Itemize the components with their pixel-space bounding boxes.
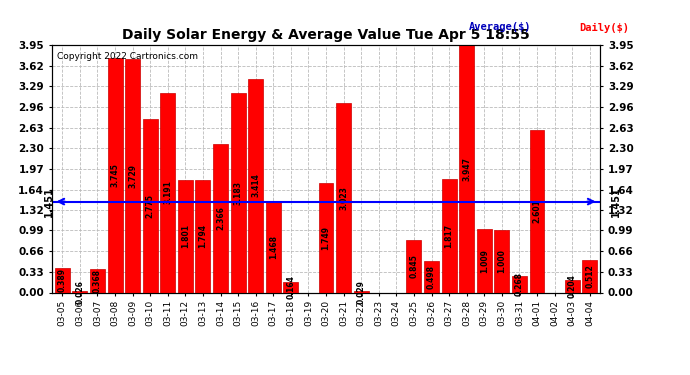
Text: 0.845: 0.845	[409, 254, 418, 278]
Bar	[529, 129, 544, 292]
Bar	[284, 282, 298, 292]
Text: 2.366: 2.366	[216, 207, 225, 230]
Bar	[72, 291, 88, 292]
Bar	[460, 45, 474, 292]
Text: 2.601: 2.601	[533, 199, 542, 223]
Text: 3.191: 3.191	[164, 181, 172, 204]
Text: 3.745: 3.745	[110, 163, 119, 187]
Text: 3.729: 3.729	[128, 164, 137, 188]
Text: Average($): Average($)	[469, 22, 532, 33]
Text: 3.414: 3.414	[251, 174, 260, 198]
Text: 1.009: 1.009	[480, 249, 489, 273]
Bar	[55, 268, 70, 292]
Bar	[424, 261, 439, 292]
Text: 1.817: 1.817	[444, 224, 453, 248]
Text: Copyright 2022 Cartronics.com: Copyright 2022 Cartronics.com	[57, 53, 198, 62]
Title: Daily Solar Energy & Average Value Tue Apr 5 18:55: Daily Solar Energy & Average Value Tue A…	[122, 28, 530, 42]
Bar	[143, 118, 158, 292]
Text: 3.023: 3.023	[339, 186, 348, 210]
Text: 1.468: 1.468	[269, 234, 278, 258]
Bar	[195, 180, 210, 292]
Text: 0.204: 0.204	[568, 274, 577, 298]
Text: 0.389: 0.389	[58, 268, 67, 292]
Text: 0.268: 0.268	[515, 272, 524, 296]
Text: 1.451: 1.451	[43, 186, 54, 217]
Text: 3.947: 3.947	[462, 157, 471, 181]
Bar	[160, 93, 175, 292]
Bar	[512, 276, 527, 292]
Text: 0.512: 0.512	[585, 265, 594, 288]
Bar	[319, 183, 333, 292]
Text: 0.498: 0.498	[427, 265, 436, 289]
Bar	[213, 144, 228, 292]
Text: 1.749: 1.749	[322, 226, 331, 250]
Text: 0.029: 0.029	[357, 280, 366, 303]
Text: 2.775: 2.775	[146, 194, 155, 217]
Text: 1.801: 1.801	[181, 224, 190, 248]
Text: 0.164: 0.164	[286, 275, 295, 299]
Bar	[125, 59, 140, 292]
Bar	[248, 79, 263, 292]
Text: 1.451: 1.451	[611, 186, 621, 217]
Bar	[178, 180, 193, 292]
Bar	[564, 280, 580, 292]
Bar	[354, 291, 368, 292]
Bar	[494, 230, 509, 292]
Bar	[582, 260, 598, 292]
Text: 3.183: 3.183	[234, 181, 243, 205]
Text: 1.794: 1.794	[199, 224, 208, 248]
Bar	[266, 201, 281, 292]
Bar	[230, 93, 246, 292]
Bar	[442, 178, 457, 292]
Bar	[477, 229, 492, 292]
Text: 0.026: 0.026	[75, 280, 84, 304]
Bar	[406, 240, 422, 292]
Bar	[108, 58, 123, 292]
Text: 1.000: 1.000	[497, 249, 506, 273]
Bar	[90, 270, 105, 292]
Bar	[336, 103, 351, 292]
Text: Daily($): Daily($)	[580, 22, 629, 33]
Text: 0.368: 0.368	[93, 269, 102, 293]
